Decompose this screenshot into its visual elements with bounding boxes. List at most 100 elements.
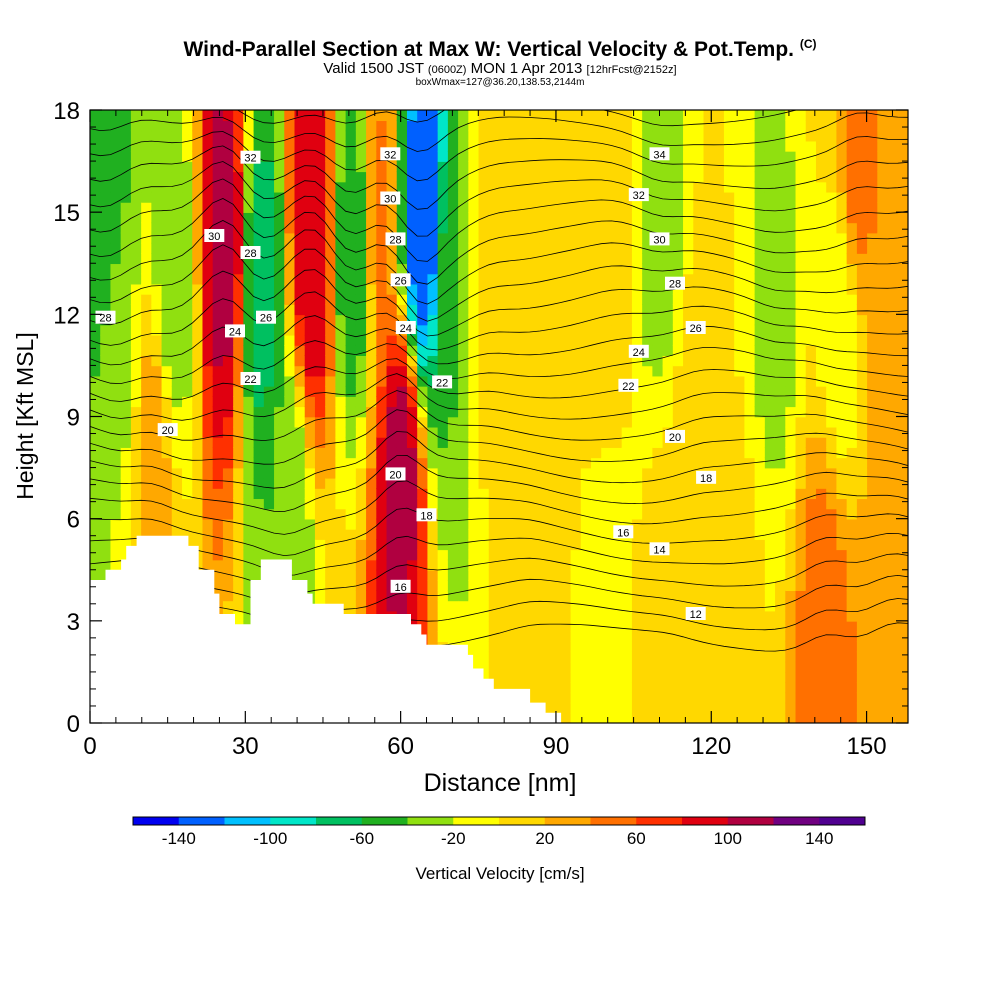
velocity-cell xyxy=(539,130,551,142)
velocity-cell xyxy=(406,590,418,602)
velocity-cell xyxy=(345,150,357,162)
velocity-cell xyxy=(539,283,551,295)
velocity-cell xyxy=(897,467,908,479)
velocity-cell xyxy=(795,569,807,581)
velocity-cell xyxy=(151,283,163,295)
velocity-cell xyxy=(611,253,623,265)
velocity-cell xyxy=(775,590,787,602)
velocity-cell xyxy=(263,426,275,438)
velocity-cell xyxy=(795,140,807,152)
velocity-cell xyxy=(785,344,797,356)
velocity-cell xyxy=(713,396,725,408)
velocity-cell xyxy=(672,508,684,520)
velocity-cell xyxy=(877,232,889,244)
velocity-cell xyxy=(744,508,756,520)
velocity-cell xyxy=(529,293,541,305)
velocity-cell xyxy=(406,559,418,571)
velocity-cell xyxy=(560,161,572,173)
velocity-cell xyxy=(560,283,572,295)
velocity-cell xyxy=(815,201,827,213)
velocity-cell xyxy=(570,651,582,663)
velocity-cell xyxy=(570,365,582,377)
velocity-cell xyxy=(171,375,183,387)
velocity-cell xyxy=(744,682,756,694)
velocity-cell xyxy=(560,661,572,673)
velocity-cell xyxy=(488,304,500,316)
velocity-cell xyxy=(212,447,224,459)
velocity-cell xyxy=(468,283,480,295)
velocity-cell xyxy=(345,579,357,591)
velocity-cell xyxy=(795,477,807,489)
velocity-cell xyxy=(754,334,766,346)
velocity-cell xyxy=(897,498,908,510)
velocity-cell xyxy=(621,447,633,459)
velocity-cell xyxy=(550,498,562,510)
velocity-cell xyxy=(591,610,603,622)
velocity-cell xyxy=(376,324,388,336)
velocity-cell xyxy=(396,508,408,520)
velocity-cell xyxy=(601,396,613,408)
velocity-cell xyxy=(867,488,879,500)
velocity-cell xyxy=(529,171,541,183)
velocity-cell xyxy=(570,528,582,540)
velocity-cell xyxy=(100,191,112,203)
velocity-cell xyxy=(897,702,908,714)
velocity-cell xyxy=(805,406,817,418)
velocity-cell xyxy=(417,396,429,408)
velocity-cell xyxy=(856,477,868,489)
velocity-cell xyxy=(468,518,480,530)
velocity-cell xyxy=(856,702,868,714)
velocity-cell xyxy=(723,191,735,203)
velocity-cell xyxy=(468,651,480,663)
velocity-cell xyxy=(785,620,797,632)
velocity-cell xyxy=(631,201,643,213)
velocity-cell xyxy=(161,498,173,510)
velocity-cell xyxy=(662,488,674,500)
velocity-cell xyxy=(775,324,787,336)
velocity-cell xyxy=(284,283,296,295)
velocity-cell xyxy=(304,222,316,234)
velocity-cell xyxy=(693,539,705,551)
velocity-cell xyxy=(427,242,439,254)
velocity-cell xyxy=(427,304,439,316)
velocity-cell xyxy=(683,171,695,183)
velocity-cell xyxy=(826,477,838,489)
velocity-cell xyxy=(376,120,388,132)
velocity-cell xyxy=(499,620,511,632)
velocity-cell xyxy=(396,600,408,612)
velocity-cell xyxy=(120,150,132,162)
velocity-cell xyxy=(335,150,347,162)
velocity-cell xyxy=(478,651,490,663)
velocity-cell xyxy=(263,110,275,122)
velocity-cell xyxy=(693,222,705,234)
velocity-cell xyxy=(90,181,102,193)
velocity-cell xyxy=(662,396,674,408)
velocity-cell xyxy=(468,549,480,561)
velocity-cell xyxy=(294,344,306,356)
velocity-cell xyxy=(867,293,879,305)
velocity-cell xyxy=(723,385,735,397)
velocity-cell xyxy=(447,161,459,173)
velocity-cell xyxy=(631,120,643,132)
velocity-cell xyxy=(366,396,378,408)
velocity-cell xyxy=(734,150,746,162)
velocity-cell xyxy=(580,253,592,265)
velocity-cell xyxy=(120,447,132,459)
velocity-cell xyxy=(263,130,275,142)
velocity-cell xyxy=(345,477,357,489)
velocity-cell xyxy=(795,508,807,520)
velocity-cell xyxy=(488,467,500,479)
velocity-cell xyxy=(253,344,265,356)
velocity-cell xyxy=(488,651,500,663)
velocity-cell xyxy=(539,569,551,581)
velocity-cell xyxy=(591,150,603,162)
velocity-cell xyxy=(376,447,388,459)
velocity-cell xyxy=(120,508,132,520)
velocity-cell xyxy=(826,242,838,254)
velocity-cell xyxy=(836,549,848,561)
velocity-cell xyxy=(294,385,306,397)
velocity-cell xyxy=(161,447,173,459)
velocity-cell xyxy=(366,539,378,551)
velocity-cell xyxy=(192,477,204,489)
velocity-cell xyxy=(192,528,204,540)
